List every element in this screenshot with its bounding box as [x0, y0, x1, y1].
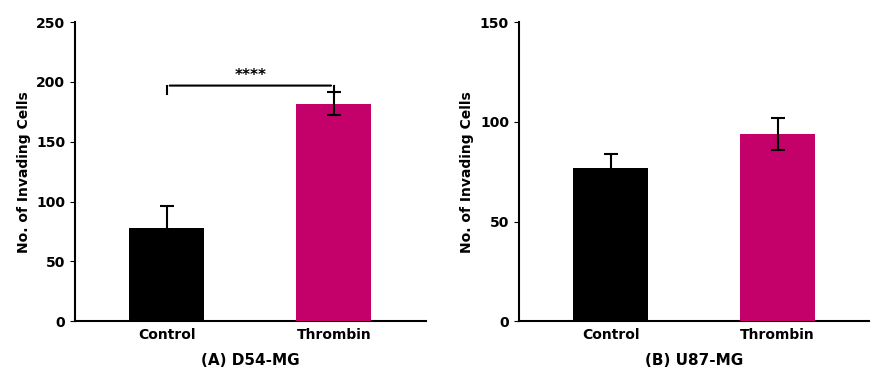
Y-axis label: No. of Invading Cells: No. of Invading Cells: [17, 91, 31, 253]
Bar: [573, 168, 649, 321]
Bar: [129, 228, 205, 321]
X-axis label: (A) D54-MG: (A) D54-MG: [201, 353, 299, 368]
Y-axis label: No. of Invading Cells: No. of Invading Cells: [461, 91, 474, 253]
Text: ****: ****: [235, 68, 267, 83]
Bar: [740, 134, 815, 321]
Bar: [296, 104, 371, 321]
X-axis label: (B) U87-MG: (B) U87-MG: [645, 353, 743, 368]
